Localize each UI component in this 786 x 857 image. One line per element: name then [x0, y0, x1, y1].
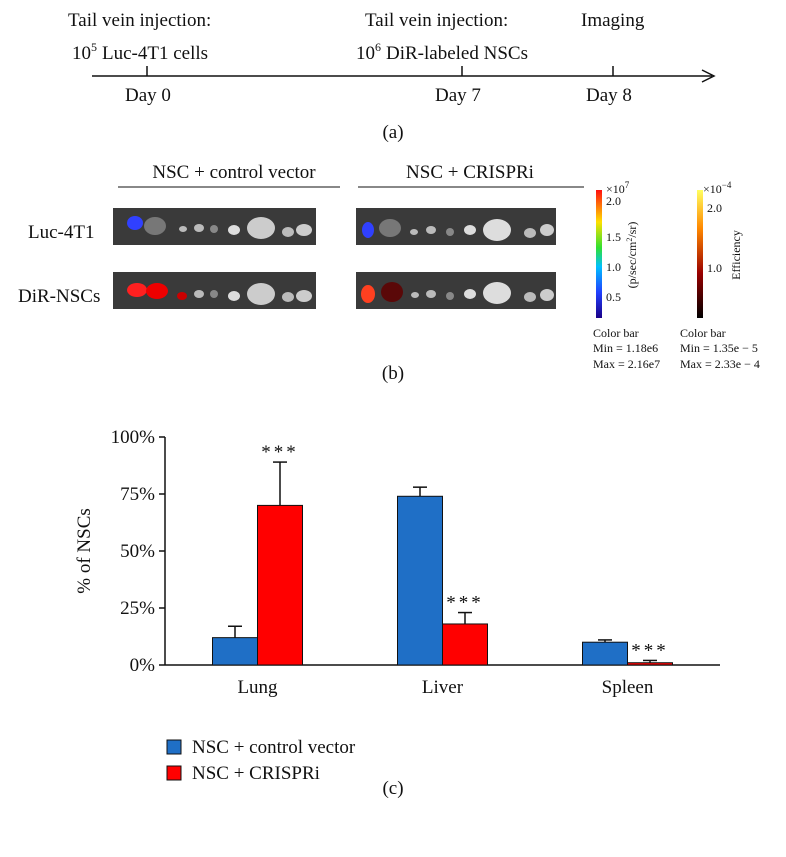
- y-tick-label: 100%: [111, 427, 156, 448]
- color-bar-tick: 1.0: [606, 260, 621, 274]
- y-tick-label: 0%: [130, 655, 156, 676]
- color-bar-min: Min = 1.35e − 5: [680, 341, 758, 355]
- color-bar-unit: (p/sec/cm2/sr): [625, 222, 639, 289]
- panel-caption: (a): [382, 122, 403, 143]
- color-bar: [697, 190, 703, 318]
- color-bar-tick: 2.0: [606, 194, 621, 208]
- bar: [627, 662, 673, 666]
- arrow-head: [701, 69, 716, 83]
- significance: ***: [261, 442, 299, 463]
- organs: [127, 216, 554, 305]
- y-tick-label: 75%: [120, 484, 155, 505]
- event-title: Tail vein injection:: [365, 10, 508, 31]
- x-tick-label: Lung: [237, 677, 278, 698]
- color-bar-tick: 1.5: [606, 230, 621, 244]
- legend-swatch: [166, 739, 182, 755]
- significance: ***: [631, 640, 669, 661]
- legend-label: NSC + CRISPRi: [192, 763, 320, 784]
- color-bar-tick: 1.0: [707, 261, 722, 275]
- color-bar-tick: 0.5: [606, 290, 621, 304]
- bar: [397, 495, 443, 666]
- significance: ***: [446, 593, 484, 614]
- x-tick-label: Liver: [422, 677, 464, 698]
- y-tick-label: 50%: [120, 541, 155, 562]
- color-bar-title: Color bar: [680, 326, 726, 340]
- row-label: DiR-NSCs: [18, 286, 100, 307]
- imaging-panel: NSC + control vector NSC + CRISPRi Luc-4…: [18, 162, 760, 384]
- bar-chart: % of NSCs (c) 0% 25% 50% 75% 100% Lung *** Live…: [74, 427, 720, 799]
- day-label: Day 7: [435, 85, 481, 106]
- bar: [582, 641, 628, 666]
- day-label: Day 8: [586, 85, 632, 106]
- day-label: Day 0: [125, 85, 171, 106]
- color-bar-min: Min = 1.18e6: [593, 341, 658, 355]
- y-axis-label: % of NSCs: [74, 508, 95, 594]
- x-tick-label: Spleen: [602, 677, 654, 698]
- color-bar-multiplier: ×10−4: [703, 180, 732, 196]
- color-bar-max: Max = 2.33e − 4: [680, 357, 760, 371]
- timeline: Tail vein injection: 105 Luc-4T1 cells Da…: [68, 10, 716, 143]
- bar: [442, 623, 488, 666]
- panel-caption: (b): [382, 363, 404, 384]
- legend-swatch: [166, 765, 182, 781]
- column-label: NSC + control vector: [152, 162, 316, 183]
- color-bar-unit: Efficiency: [729, 230, 743, 280]
- bar: [212, 637, 258, 666]
- event-title: Tail vein injection:: [68, 10, 211, 31]
- color-bar-title: Color bar: [593, 326, 639, 340]
- bar: [257, 504, 303, 666]
- event-title: Imaging: [581, 10, 645, 31]
- event-detail: 105 Luc-4T1 cells: [72, 40, 208, 64]
- color-bar-max: Max = 2.16e7: [593, 357, 660, 371]
- color-bar-multiplier: ×107: [606, 180, 630, 196]
- event-detail: 106 DiR-labeled NSCs: [356, 40, 528, 64]
- legend-label: NSC + control vector: [192, 737, 356, 758]
- y-tick-label: 25%: [120, 598, 155, 619]
- color-bar-tick: 2.0: [707, 201, 722, 215]
- color-bar: [596, 190, 602, 318]
- panel-caption: (c): [382, 778, 403, 799]
- column-label: NSC + CRISPRi: [406, 162, 534, 183]
- row-label: Luc-4T1: [28, 222, 94, 243]
